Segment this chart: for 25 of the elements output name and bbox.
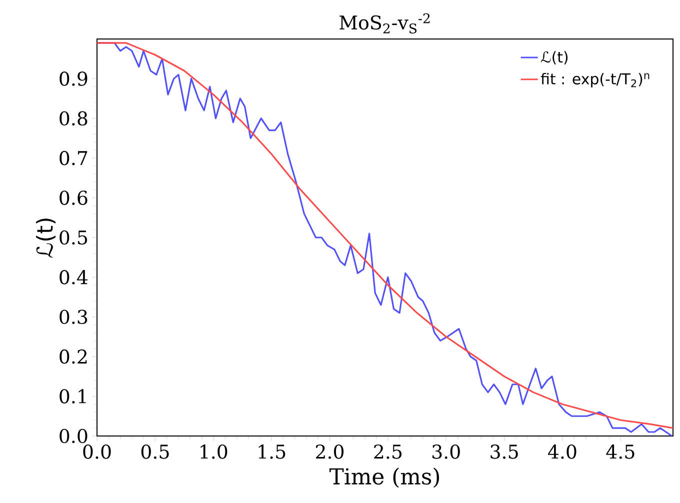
y-tick-label: 0.1 [60,389,86,404]
y-tick-label: 0.7 [60,150,88,166]
x-tick-label: 4.0 [548,444,576,459]
y-tick-label: 0.0 [60,428,88,444]
y-tick-label: 0.9 [60,72,88,86]
y-tick-label: 0.4 [60,270,88,284]
x-tick-label: 0.0 [83,444,111,459]
legend-label: fit : exp(-t/T$_{2}$)$^{n}$ [540,72,650,88]
x-axis-title: Time (ms) [329,468,439,488]
x-tick-label: 4.5 [606,444,634,459]
y-tick-label: 0.6 [60,190,88,205]
x-tick-label: 2.5 [374,444,402,459]
x-tick-label: 1.5 [258,444,286,459]
x-tick-label: 2.0 [316,444,344,459]
x-tick-label: 0.5 [141,444,169,459]
y-tick-label: 0.8 [60,111,88,126]
y-tick-label: 0.3 [60,310,88,324]
y-axis-title: ℒ(t) [36,218,56,258]
legend-label: ℒ(t) [541,51,568,64]
x-tick-label: 3.0 [432,444,460,459]
x-tick-label: 3.5 [490,444,518,459]
y-tick-label: 0.5 [60,230,88,245]
y-tick-label: 0.2 [60,349,87,364]
x-tick-label: 1.0 [200,444,228,459]
chart-title: MoS$_{2}$-v$_{S}$-2 [340,13,430,34]
